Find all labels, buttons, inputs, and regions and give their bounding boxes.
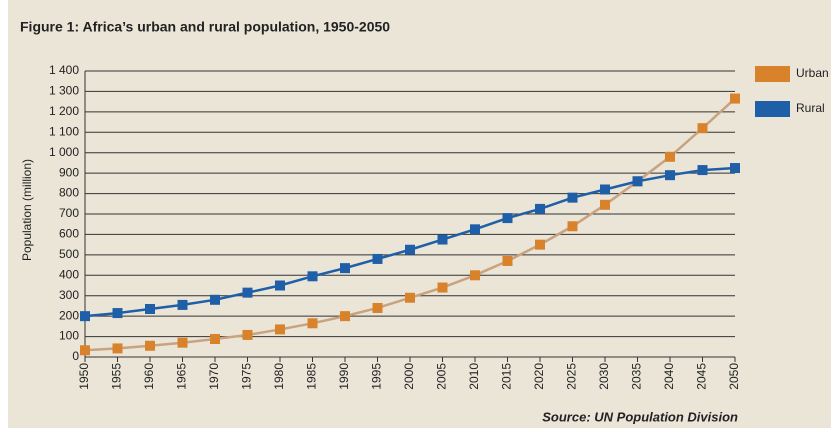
marker (730, 93, 740, 104)
x-tick-label: 1965 (175, 363, 189, 390)
x-tick-label: 1955 (110, 363, 124, 390)
y-tick-label: 400 (59, 267, 79, 281)
x-tick-label: 2050 (727, 363, 741, 390)
marker (145, 303, 155, 314)
y-tick-label: 500 (59, 247, 79, 261)
marker (372, 253, 383, 264)
marker (275, 280, 285, 291)
marker (535, 203, 545, 214)
x-tick-label: 2015 (500, 363, 514, 390)
x-tick-label: 1990 (337, 363, 351, 390)
legend-swatch (755, 66, 790, 82)
y-tick-label: 600 (59, 227, 79, 241)
y-tick-label: 1 300 (49, 84, 79, 98)
y-tick-label: 1 200 (49, 104, 79, 118)
marker (145, 340, 155, 351)
marker (567, 192, 578, 203)
marker (697, 123, 708, 134)
marker (275, 324, 285, 335)
marker (730, 163, 740, 174)
marker (242, 329, 253, 340)
marker (210, 294, 220, 305)
marker (632, 176, 643, 187)
chart-title: Figure 1: Africa’s urban and rural popul… (20, 19, 390, 35)
marker (567, 221, 578, 232)
x-tick-label: 2025 (565, 363, 579, 390)
x-tick-label: 2035 (630, 363, 644, 390)
marker (372, 302, 383, 313)
y-tick-label: 100 (59, 329, 79, 343)
marker (112, 308, 123, 319)
source: Source: UN Population Division (542, 409, 738, 424)
marker (535, 239, 545, 250)
marker (697, 165, 708, 176)
x-tick-label: 1995 (370, 363, 384, 390)
y-tick-label: 1 000 (49, 145, 79, 159)
marker (437, 234, 448, 245)
x-tick-label: 1960 (142, 363, 156, 390)
x-tick-label: 2030 (597, 363, 611, 390)
marker (340, 311, 350, 322)
y-tick-label: 800 (59, 186, 79, 200)
marker (665, 170, 675, 181)
y-tick-label: 200 (59, 308, 79, 322)
y-tick-label: 900 (59, 165, 79, 179)
marker (307, 271, 318, 282)
x-tick-label: 2045 (695, 363, 709, 390)
marker (665, 151, 675, 162)
y-tick-label: 700 (59, 206, 79, 220)
x-tick-label: 2005 (435, 363, 449, 390)
marker (405, 244, 415, 255)
x-tick-label: 1950 (77, 363, 91, 390)
marker (80, 345, 90, 356)
marker (600, 199, 610, 210)
marker (210, 334, 220, 345)
x-tick-label: 2040 (662, 363, 676, 390)
y-tick-label: 300 (59, 288, 79, 302)
x-tick-label: 1970 (207, 363, 221, 390)
x-tick-label: 2000 (402, 363, 416, 390)
marker (502, 255, 513, 266)
marker (437, 282, 448, 293)
marker (502, 213, 513, 224)
marker (600, 184, 610, 195)
y-tick-label: 1 400 (49, 63, 79, 77)
y-tick-label: 1 100 (49, 124, 79, 138)
legend-swatch (755, 101, 790, 117)
marker (177, 299, 188, 310)
legend-label: Urban (796, 66, 829, 80)
y-tick-label: 0 (72, 349, 79, 363)
marker (177, 337, 188, 348)
marker (405, 292, 415, 303)
x-tick-label: 2020 (532, 363, 546, 390)
marker (470, 224, 480, 235)
marker (112, 343, 123, 354)
x-tick-label: 1985 (305, 363, 319, 390)
marker (242, 287, 253, 298)
x-tick-label: 1980 (272, 363, 286, 390)
marker (470, 270, 480, 281)
marker (307, 318, 318, 329)
legend-label: Rural (796, 101, 825, 115)
marker (80, 311, 90, 322)
x-tick-label: 2010 (467, 363, 481, 390)
x-tick-label: 1975 (240, 363, 254, 390)
marker (340, 263, 350, 274)
y-axis-label: Population (million) (20, 159, 34, 261)
